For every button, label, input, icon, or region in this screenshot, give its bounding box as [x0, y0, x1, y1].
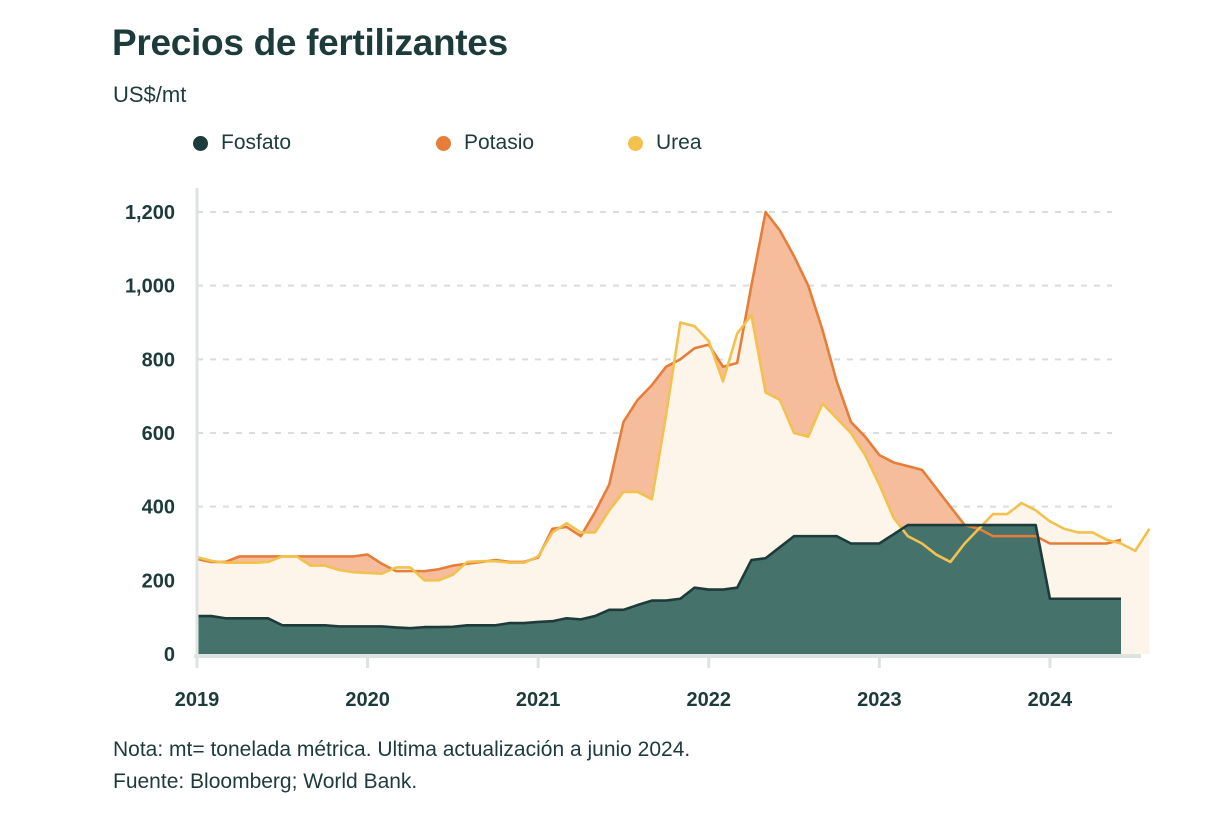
x-tick-label: 2021: [516, 689, 561, 711]
series-area-fosfato: [197, 525, 1121, 654]
legend-label-urea: Urea: [656, 131, 702, 154]
legend-label-fosfato: Fosfato: [221, 131, 292, 154]
x-tick-label: 2024: [1028, 689, 1073, 711]
chart-legend: Fosfato Potasio Urea: [0, 131, 1225, 161]
y-tick-label: 400: [142, 497, 175, 519]
y-tick-label: 1,000: [125, 276, 175, 298]
x-tick-label: 2022: [687, 689, 732, 711]
chart-source: Fuente: Bloomberg; World Bank.: [113, 770, 418, 793]
series-line-urea: [196, 313, 1151, 582]
y-tick-label: 800: [142, 349, 175, 371]
chart-unit-label: US$/mt: [113, 82, 187, 107]
fertilizer-price-chart: 0 200 400 600 800 1,000 1,200 2019 2020 2021 2022 2…: [125, 188, 1151, 711]
legend-dot-fosfato-icon: [193, 135, 208, 151]
chart-note: Nota: mt= tonelada métrica. Ultima actua…: [113, 738, 691, 761]
x-tick-label: 2023: [857, 689, 902, 711]
y-tick-label: 1,200: [125, 202, 175, 224]
y-tick-label: 200: [142, 570, 175, 592]
legend-dot-urea-icon: [628, 135, 643, 151]
x-tick-label: 2020: [345, 689, 390, 711]
legend-item-fosfato: Fosfato: [193, 131, 291, 155]
legend-dot-potasio-icon: [436, 135, 451, 151]
chart-title: Precios de fertilizantes: [112, 22, 508, 63]
y-tick-label: 600: [142, 423, 175, 445]
legend-item-potasio: Potasio: [436, 131, 534, 155]
x-tick-label: 2019: [175, 689, 220, 711]
legend-label-potasio: Potasio: [464, 131, 535, 154]
y-tick-label: 0: [164, 644, 175, 666]
legend-item-urea: Urea: [628, 131, 702, 155]
series-line-fosfato: [197, 523, 1121, 630]
